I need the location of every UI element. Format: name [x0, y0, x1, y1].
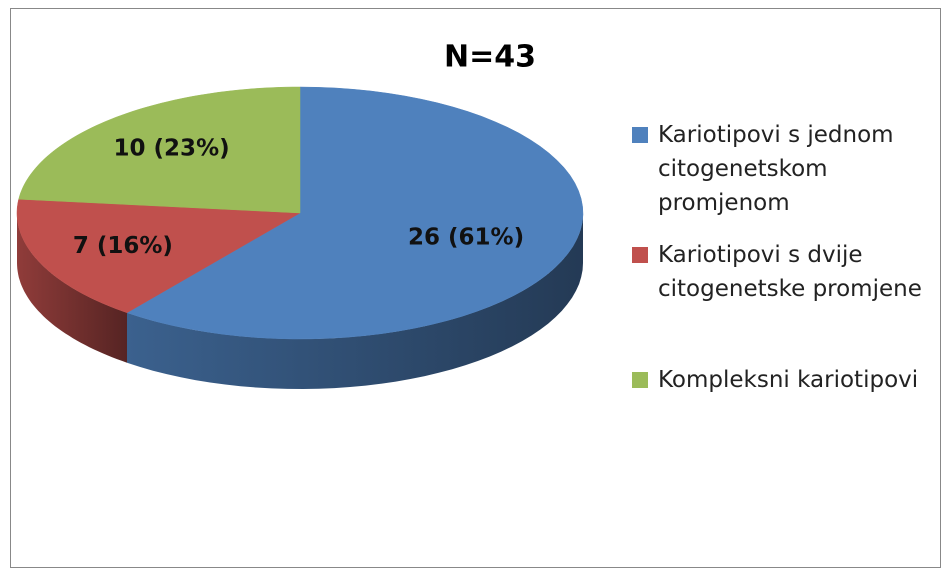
legend-swatch [632, 247, 648, 263]
pie-slice [18, 86, 301, 214]
legend-item: Kariotipovi s jednom citogenetskom promj… [632, 118, 943, 220]
chart-title: N=43 [444, 40, 536, 75]
legend-item: Kompleksni kariotipovi [632, 363, 943, 397]
legend-label: Kariotipovi s jednom citogenetskom promj… [658, 122, 894, 216]
legend-label: Kariotipovi s dvije citogenetske promjen… [658, 242, 922, 302]
data-label: 7 (16%) [73, 233, 173, 259]
pie-slice [126, 86, 584, 340]
pie-slice [16, 198, 301, 313]
data-label: 10 (23%) [114, 136, 230, 162]
legend-label: Kompleksni kariotipovi [658, 367, 919, 393]
pie-side [127, 213, 583, 389]
legend-swatch [632, 372, 648, 388]
legend-item: Kariotipovi s dvije citogenetske promjen… [632, 238, 943, 306]
legend-swatch [632, 127, 648, 143]
data-label: 26 (61%) [408, 225, 524, 251]
